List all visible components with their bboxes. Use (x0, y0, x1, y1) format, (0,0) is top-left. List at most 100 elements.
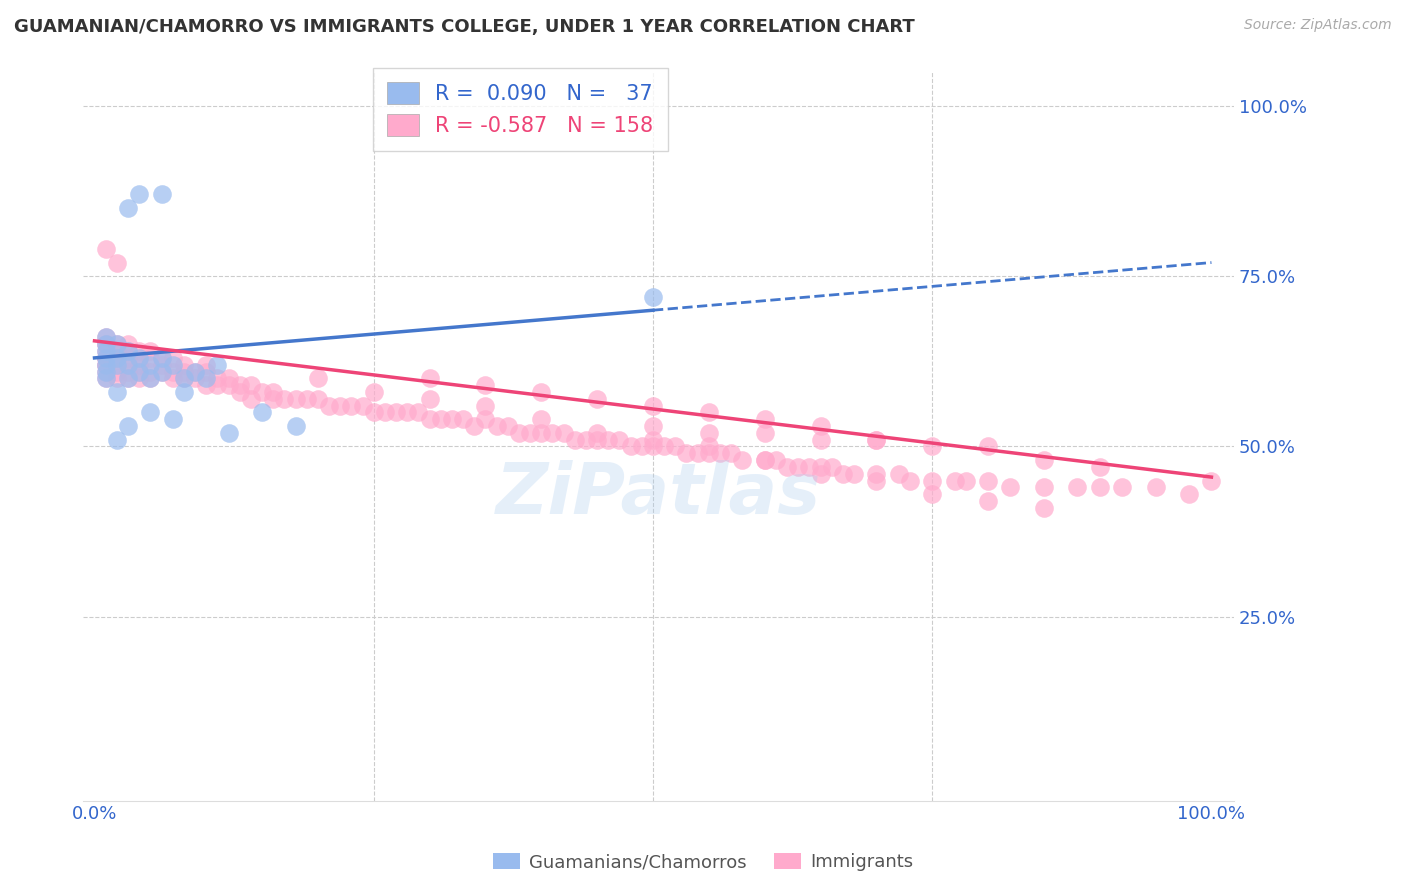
Point (105, 337, 128, 351)
Point (184, 365, 207, 379)
Point (218, 371, 240, 385)
Point (530, 384, 553, 399)
Point (496, 419, 519, 434)
Point (831, 467, 853, 481)
Point (128, 365, 150, 379)
Point (887, 467, 910, 481)
Point (641, 440, 664, 454)
Point (105, 344, 128, 359)
Point (865, 433, 887, 447)
Point (396, 405, 419, 419)
Point (128, 351, 150, 365)
Point (451, 412, 474, 426)
Point (842, 467, 865, 481)
Point (641, 290, 664, 304)
Point (184, 365, 207, 379)
Point (239, 378, 262, 392)
Point (195, 358, 218, 372)
Point (1111, 480, 1133, 494)
Point (139, 344, 162, 359)
Legend: Guamanians/Chamorros, Immigrants: Guamanians/Chamorros, Immigrants (485, 846, 921, 879)
Point (754, 453, 776, 467)
Point (720, 446, 742, 460)
Point (94, 371, 117, 385)
Point (675, 446, 697, 460)
Point (139, 371, 162, 385)
Point (977, 494, 1000, 508)
Point (564, 433, 586, 447)
Point (105, 351, 128, 365)
Point (162, 365, 184, 379)
Point (139, 405, 162, 419)
Point (94, 330, 117, 344)
Point (117, 351, 139, 365)
Point (139, 371, 162, 385)
Point (318, 399, 340, 413)
Point (865, 433, 887, 447)
Point (474, 378, 496, 392)
Point (686, 446, 709, 460)
Point (363, 384, 385, 399)
Point (485, 419, 508, 434)
Point (184, 371, 207, 385)
Point (697, 440, 720, 454)
Point (139, 351, 162, 365)
Point (273, 392, 295, 406)
Point (419, 412, 441, 426)
Point (128, 365, 150, 379)
Point (586, 433, 609, 447)
Point (508, 425, 530, 440)
Point (94, 358, 117, 372)
Point (810, 419, 832, 434)
Point (352, 399, 374, 413)
Point (105, 433, 128, 447)
Point (94, 358, 117, 372)
Point (207, 371, 229, 385)
Point (94, 344, 117, 359)
Point (117, 337, 139, 351)
Point (162, 351, 184, 365)
Point (697, 446, 720, 460)
Point (810, 459, 832, 474)
Text: Source: ZipAtlas.com: Source: ZipAtlas.com (1244, 18, 1392, 32)
Point (117, 358, 139, 372)
Point (105, 384, 128, 399)
Point (207, 378, 229, 392)
Point (977, 474, 1000, 488)
Point (150, 351, 173, 365)
Point (117, 201, 139, 215)
Point (105, 255, 128, 269)
Point (697, 425, 720, 440)
Text: GUAMANIAN/CHAMORRO VS IMMIGRANTS COLLEGE, UNDER 1 YEAR CORRELATION CHART: GUAMANIAN/CHAMORRO VS IMMIGRANTS COLLEGE… (14, 18, 915, 36)
Point (128, 344, 150, 359)
Point (1032, 453, 1054, 467)
Point (429, 412, 451, 426)
Point (117, 371, 139, 385)
Point (228, 384, 250, 399)
Point (307, 392, 329, 406)
Point (586, 392, 609, 406)
Point (754, 453, 776, 467)
Point (94, 242, 117, 256)
Point (598, 433, 620, 447)
Point (105, 344, 128, 359)
Point (641, 419, 664, 434)
Point (94, 371, 117, 385)
Point (1066, 480, 1088, 494)
Point (173, 365, 195, 379)
Point (553, 425, 575, 440)
Point (474, 412, 496, 426)
Point (865, 467, 887, 481)
Point (195, 365, 218, 379)
Point (117, 371, 139, 385)
Point (117, 344, 139, 359)
Point (218, 425, 240, 440)
Point (117, 358, 139, 372)
Point (150, 365, 173, 379)
Point (1088, 459, 1111, 474)
Point (921, 440, 943, 454)
Point (250, 384, 273, 399)
Point (363, 405, 385, 419)
Point (1144, 480, 1167, 494)
Point (94, 358, 117, 372)
